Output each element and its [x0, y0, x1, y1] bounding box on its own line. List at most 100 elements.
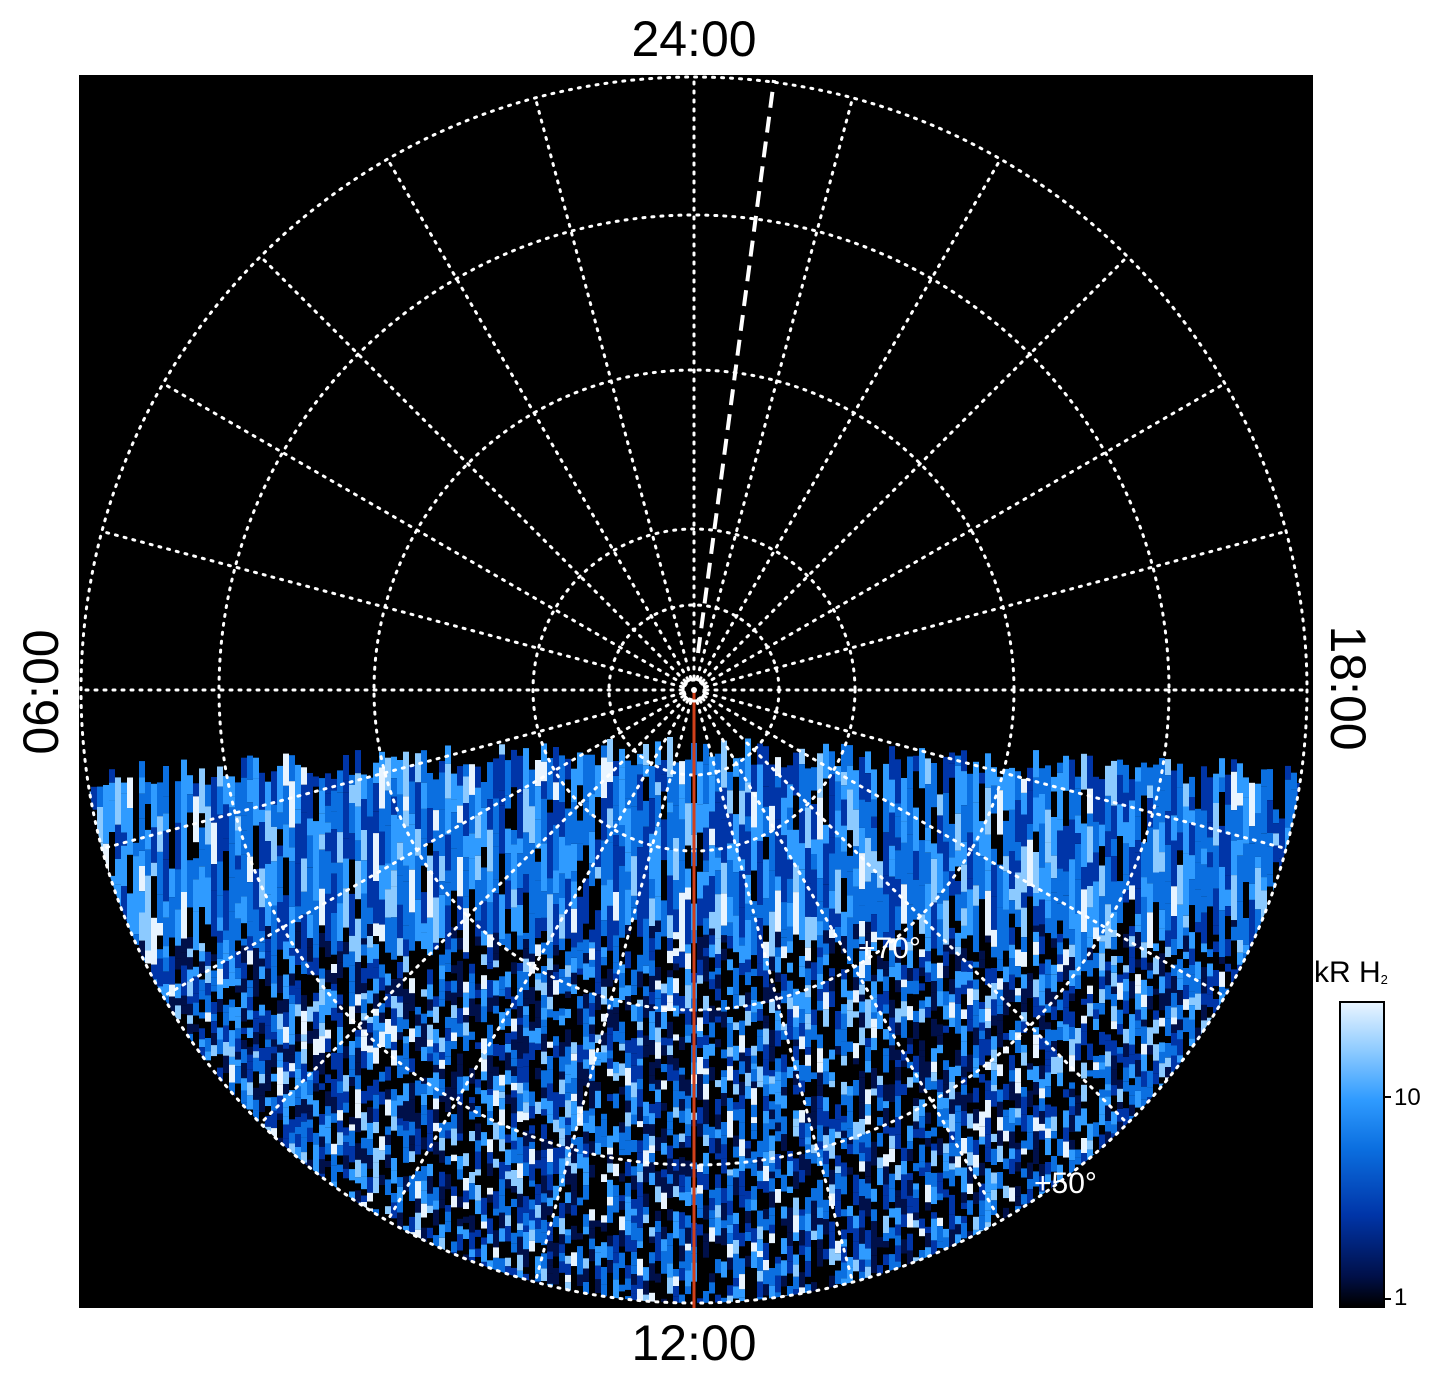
emission-pixel [115, 1237, 121, 1246]
emission-pixel [355, 899, 361, 919]
emission-pixel [841, 1176, 847, 1195]
emission-pixel [763, 970, 769, 988]
emission-pixel [841, 1014, 847, 1030]
emission-pixel [223, 1087, 229, 1104]
emission-pixel [385, 757, 391, 791]
emission-pixel [751, 1117, 757, 1124]
emission-pixel [295, 1205, 301, 1221]
emission-pixel [541, 1033, 547, 1041]
emission-pixel [81, 1216, 85, 1230]
emission-pixel [577, 996, 583, 1009]
emission-pixel [553, 964, 559, 972]
emission-pixel [313, 1270, 319, 1284]
emission-pixel [391, 959, 397, 969]
emission-pixel [541, 1087, 547, 1099]
emission-pixel [265, 1227, 271, 1236]
emission-pixel [781, 1161, 787, 1175]
emission-pixel [715, 974, 721, 989]
emission-pixel [805, 1159, 811, 1176]
emission-pixel [487, 1202, 493, 1219]
emission-pixel [721, 1261, 727, 1278]
emission-pixel [715, 968, 721, 975]
emission-pixel [565, 1046, 571, 1065]
emission-pixel [235, 869, 241, 904]
emission-pixel [607, 1235, 613, 1247]
emission-pixel [865, 1292, 871, 1303]
emission-pixel [421, 1190, 427, 1204]
emission-pixel [289, 1077, 295, 1091]
emission-pixel [415, 949, 421, 959]
emission-pixel [397, 1002, 403, 1018]
emission-pixel [721, 1173, 727, 1189]
emission-pixel [331, 873, 337, 913]
emission-pixel [103, 1140, 109, 1159]
emission-pixel [81, 1149, 85, 1165]
emission-pixel [565, 779, 571, 809]
emission-pixel [679, 1122, 685, 1134]
emission-pixel [877, 955, 883, 970]
emission-pixel [721, 948, 727, 961]
emission-pixel [223, 961, 229, 979]
emission-pixel [793, 1264, 799, 1277]
emission-pixel [211, 1056, 217, 1074]
emission-pixel [427, 969, 433, 985]
emission-pixel [511, 1192, 517, 1199]
emission-pixel [697, 1193, 703, 1209]
emission-pixel [679, 1245, 685, 1262]
emission-pixel [709, 1067, 715, 1081]
emission-pixel [505, 1043, 511, 1053]
emission-pixel [811, 1300, 817, 1303]
emission-pixel [199, 827, 205, 850]
emission-pixel [79, 1307, 85, 1308]
emission-pixel [343, 1112, 349, 1128]
emission-pixel [685, 953, 691, 969]
emission-pixel [637, 1037, 643, 1046]
emission-pixel [217, 1202, 223, 1216]
emission-pixel [631, 1284, 637, 1294]
emission-pixel [685, 868, 691, 888]
emission-pixel [181, 1014, 187, 1027]
emission-pixel [823, 1188, 829, 1200]
emission-pixel [81, 845, 85, 888]
emission-pixel [871, 1088, 877, 1096]
emission-pixel [217, 1148, 223, 1160]
emission-pixel [751, 1210, 757, 1229]
emission-pixel [661, 1263, 667, 1274]
emission-pixel [727, 1005, 733, 1017]
emission-pixel [703, 1134, 709, 1146]
emission-pixel [709, 928, 715, 936]
emission-pixel [673, 1238, 679, 1253]
emission-pixel [493, 1182, 499, 1192]
emission-pixel [559, 1094, 565, 1108]
emission-pixel [175, 1074, 181, 1083]
emission-pixel [265, 1039, 271, 1048]
emission-pixel [133, 1084, 139, 1093]
emission-pixel [169, 949, 175, 957]
emission-pixel [829, 1128, 835, 1144]
emission-pixel [643, 1223, 649, 1240]
emission-pixel [817, 1141, 823, 1150]
emission-pixel [649, 833, 655, 879]
emission-pixel [775, 1263, 781, 1276]
emission-pixel [721, 1144, 727, 1159]
emission-pixel [241, 1027, 247, 1034]
emission-pixel [601, 1267, 607, 1285]
emission-pixel [559, 1128, 565, 1139]
emission-pixel [871, 1188, 877, 1202]
emission-pixel [247, 1127, 253, 1139]
emission-pixel [541, 917, 547, 931]
emission-pixel [457, 1250, 463, 1259]
emission-pixel [547, 970, 553, 986]
emission-pixel [199, 973, 205, 980]
emission-pixel [529, 1180, 535, 1187]
emission-pixel [661, 1045, 667, 1056]
emission-pixel [337, 903, 343, 942]
emission-pixel [187, 1153, 193, 1167]
emission-pixel [81, 1103, 85, 1119]
emission-pixel [505, 760, 511, 796]
emission-pixel [619, 779, 625, 825]
emission-pixel [793, 1005, 799, 1018]
emission-pixel [241, 938, 247, 946]
emission-pixel [865, 1266, 871, 1278]
emission-pixel [403, 1245, 409, 1254]
